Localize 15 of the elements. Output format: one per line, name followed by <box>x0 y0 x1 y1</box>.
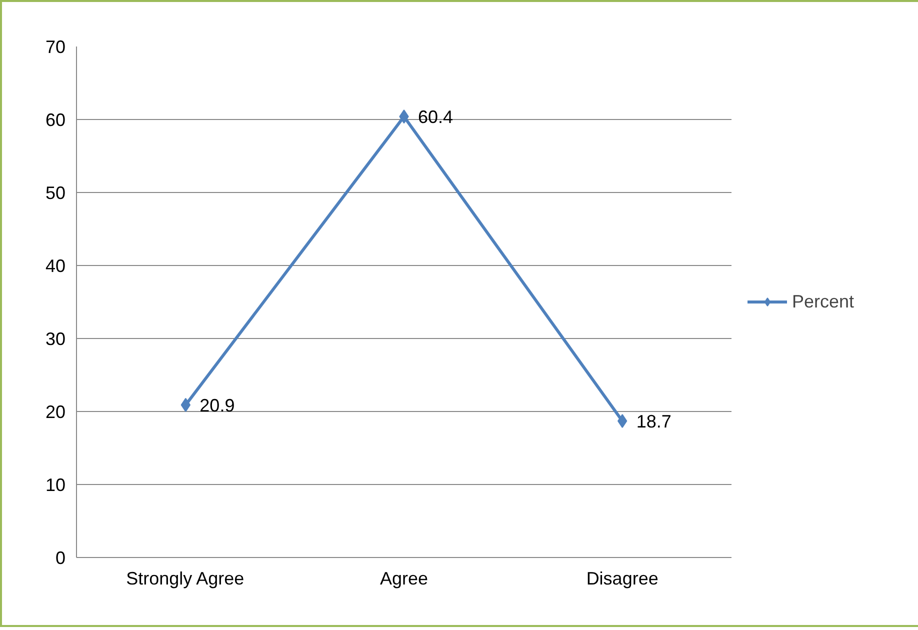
data-label: 20.9 <box>200 395 235 416</box>
x-tick-label: Strongly Agree <box>126 568 244 588</box>
x-tick-label: Disagree <box>586 568 658 588</box>
y-tick-label: 70 <box>45 37 66 57</box>
y-tick-label: 30 <box>45 329 66 349</box>
x-tick-label: Agree <box>380 568 428 588</box>
data-label: 60.4 <box>418 107 454 128</box>
y-tick-label: 40 <box>45 256 66 276</box>
y-tick-label: 20 <box>45 402 66 422</box>
y-tick-label: 60 <box>45 110 66 130</box>
legend-label: Percent <box>792 291 854 312</box>
data-label: 18.7 <box>636 411 672 432</box>
y-tick-label: 0 <box>55 548 66 568</box>
y-tick-label: 50 <box>45 183 66 203</box>
y-tick-label: 10 <box>45 475 66 495</box>
